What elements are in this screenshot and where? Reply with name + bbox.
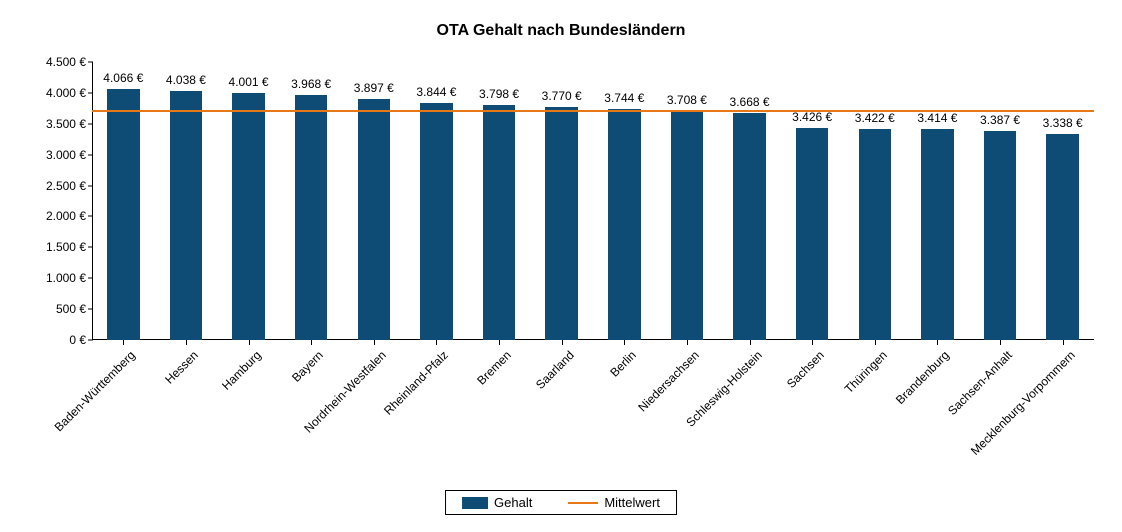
y-tick-mark — [88, 92, 93, 93]
x-tick-mark — [750, 340, 751, 345]
y-tick-mark — [88, 185, 93, 186]
y-tick-label: 3.500 € — [46, 117, 86, 131]
x-tick-mark — [562, 340, 563, 345]
legend-gehalt-label: Gehalt — [494, 495, 532, 510]
legend: Gehalt Mittelwert — [445, 490, 677, 515]
x-tick-mark — [311, 340, 312, 345]
legend-bar-swatch — [462, 497, 488, 509]
bar — [358, 99, 391, 340]
bar-value-label: 4.001 € — [229, 75, 269, 89]
x-tick-mark — [937, 340, 938, 345]
x-tick-mark — [436, 340, 437, 345]
y-tick-mark — [88, 340, 93, 341]
bar-value-label: 3.668 € — [730, 95, 770, 109]
y-tick-label: 4.000 € — [46, 86, 86, 100]
bar-value-label: 3.770 € — [542, 89, 582, 103]
bar — [545, 107, 578, 340]
bar-value-label: 3.968 € — [291, 77, 331, 91]
bar — [796, 128, 829, 340]
bar — [232, 93, 265, 340]
bar — [984, 131, 1017, 340]
bar-value-label: 3.844 € — [416, 85, 456, 99]
y-tick-label: 500 € — [56, 302, 86, 316]
bar — [107, 89, 140, 340]
bar-value-label: 4.038 € — [166, 73, 206, 87]
y-tick-mark — [88, 62, 93, 63]
x-tick-mark — [249, 340, 250, 345]
x-tick-mark — [374, 340, 375, 345]
legend-item-mittelwert: Mittelwert — [568, 495, 660, 510]
y-tick-label: 3.000 € — [46, 148, 86, 162]
x-tick-mark — [812, 340, 813, 345]
bar-value-label: 3.426 € — [792, 110, 832, 124]
legend-line-swatch — [568, 502, 598, 504]
bar-value-label: 4.066 € — [103, 71, 143, 85]
legend-mittelwert-label: Mittelwert — [604, 495, 660, 510]
x-tick-mark — [687, 340, 688, 345]
y-tick-mark — [88, 278, 93, 279]
bar-value-label: 3.338 € — [1043, 116, 1083, 130]
x-tick-mark — [123, 340, 124, 345]
x-tick-mark — [624, 340, 625, 345]
plot-area: 0 €500 €1.000 €1.500 €2.000 €2.500 €3.00… — [92, 62, 1094, 340]
bar-value-label: 3.798 € — [479, 87, 519, 101]
legend-item-gehalt: Gehalt — [462, 495, 532, 510]
y-axis-line — [92, 62, 93, 340]
bar-value-label: 3.414 € — [917, 111, 957, 125]
x-tick-mark — [186, 340, 187, 345]
bar-value-label: 3.708 € — [667, 93, 707, 107]
bar — [170, 91, 203, 340]
bar-value-label: 3.744 € — [604, 91, 644, 105]
y-tick-label: 1.000 € — [46, 271, 86, 285]
bar-value-label: 3.387 € — [980, 113, 1020, 127]
x-tick-mark — [1000, 340, 1001, 345]
x-tick-mark — [1063, 340, 1064, 345]
bar — [733, 113, 766, 340]
y-tick-label: 2.500 € — [46, 179, 86, 193]
bar — [1046, 134, 1079, 340]
y-tick-mark — [88, 154, 93, 155]
bar — [921, 129, 954, 340]
y-tick-mark — [88, 216, 93, 217]
y-tick-mark — [88, 309, 93, 310]
chart-container: OTA Gehalt nach Bundesländern 0 €500 €1.… — [0, 0, 1122, 532]
bar — [859, 129, 892, 340]
bar-value-label: 3.422 € — [855, 111, 895, 125]
y-tick-label: 4.500 € — [46, 55, 86, 69]
y-tick-label: 2.000 € — [46, 209, 86, 223]
bar — [420, 103, 453, 340]
bar — [608, 109, 641, 340]
bar-value-label: 3.897 € — [354, 81, 394, 95]
y-tick-label: 1.500 € — [46, 240, 86, 254]
x-tick-mark — [499, 340, 500, 345]
chart-title: OTA Gehalt nach Bundesländern — [0, 22, 1122, 40]
y-tick-label: 0 € — [69, 333, 86, 347]
bar — [671, 111, 704, 340]
y-tick-mark — [88, 247, 93, 248]
y-axis: 0 €500 €1.000 €1.500 €2.000 €2.500 €3.00… — [22, 62, 92, 340]
bar — [483, 105, 516, 340]
y-tick-mark — [88, 123, 93, 124]
bar — [295, 95, 328, 340]
x-tick-mark — [875, 340, 876, 345]
